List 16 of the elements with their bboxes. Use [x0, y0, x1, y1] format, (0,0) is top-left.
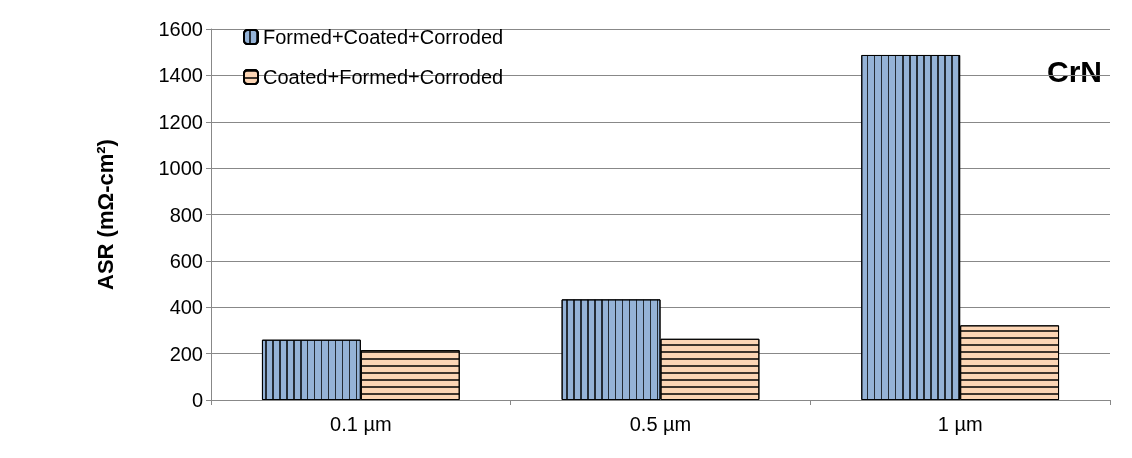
y-tick-label: 600: [169, 249, 203, 272]
annotation: CrN: [1047, 54, 1103, 88]
legend-label: Formed+Coated+Corroded: [263, 26, 504, 48]
y-tick-label: 800: [169, 203, 203, 226]
y-tick-label: 200: [169, 342, 203, 365]
x-tick-label: 1 µm: [937, 413, 983, 435]
y-axis-title: ASR (mΩ-cm²): [92, 139, 118, 290]
y-tick-label: 1000: [158, 157, 203, 180]
y-tick-label: 0: [191, 389, 203, 411]
y-tick-label: 1200: [158, 110, 203, 133]
y-tick-label: 1600: [158, 18, 203, 40]
y-tick-label: 1400: [158, 64, 203, 87]
x-tick-label: 0.5 µm: [629, 413, 692, 435]
y-tick-label: 400: [169, 296, 203, 319]
legend-label: Coated+Formed+Corroded: [263, 66, 504, 88]
x-tick-label: 0.1 µm: [330, 413, 392, 435]
